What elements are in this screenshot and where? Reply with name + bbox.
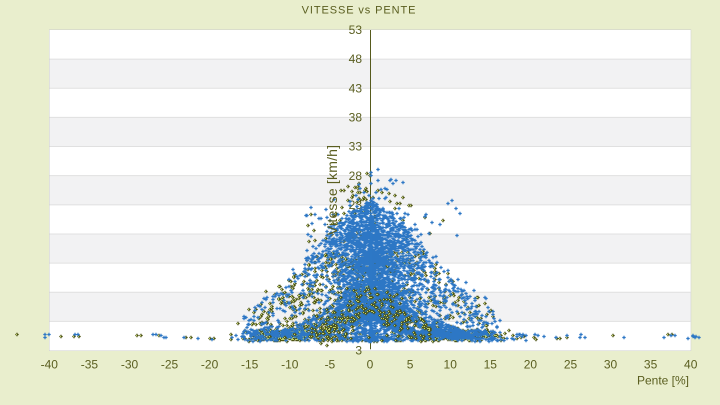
svg-text:8: 8 [355, 285, 362, 299]
svg-text:-15: -15 [241, 357, 259, 371]
svg-text:48: 48 [349, 52, 363, 66]
svg-text:Vitesse [km/h]: Vitesse [km/h] [324, 145, 340, 235]
svg-text:-40: -40 [41, 357, 59, 371]
svg-text:3: 3 [355, 344, 362, 358]
svg-text:33: 33 [349, 140, 363, 154]
svg-text:Pente [%]: Pente [%] [637, 374, 689, 388]
svg-text:35: 35 [644, 357, 658, 371]
svg-text:VITESSE vs PENTE: VITESSE vs PENTE [302, 5, 417, 17]
svg-text:15: 15 [484, 357, 498, 371]
svg-text:30: 30 [604, 357, 618, 371]
svg-text:38: 38 [349, 111, 363, 125]
svg-text:53: 53 [349, 23, 363, 37]
svg-text:40: 40 [684, 357, 698, 371]
svg-text:43: 43 [349, 81, 363, 95]
svg-text:0: 0 [367, 357, 374, 371]
svg-text:20: 20 [524, 357, 538, 371]
svg-text:10: 10 [444, 357, 458, 371]
svg-text:-25: -25 [161, 357, 179, 371]
svg-text:5: 5 [407, 357, 414, 371]
svg-text:-35: -35 [81, 357, 99, 371]
svg-text:-20: -20 [201, 357, 219, 371]
svg-text:23: 23 [349, 198, 363, 212]
svg-text:25: 25 [564, 357, 578, 371]
svg-text:-30: -30 [121, 357, 139, 371]
svg-text:-10: -10 [281, 357, 299, 371]
svg-text:28: 28 [349, 169, 363, 183]
svg-text:-5: -5 [325, 357, 336, 371]
